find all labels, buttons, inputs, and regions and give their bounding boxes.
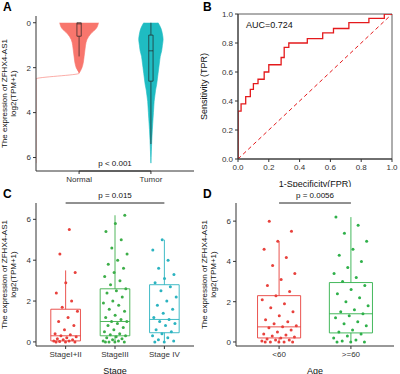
html-text:The expression of ZFHX4-AS1: The expression of ZFHX4-AS1 bbox=[200, 220, 209, 329]
html-text:log2(TPM+1): log2(TPM+1) bbox=[9, 70, 18, 117]
svg-text:Stage: Stage bbox=[103, 366, 127, 374]
svg-text:p < 0.001: p < 0.001 bbox=[98, 159, 132, 168]
svg-text:0.0: 0.0 bbox=[222, 155, 234, 164]
svg-text:6: 6 bbox=[27, 215, 32, 224]
html-text:B: B bbox=[203, 0, 212, 14]
svg-text:p = 0.0056: p = 0.0056 bbox=[296, 191, 335, 200]
svg-text:0.4: 0.4 bbox=[294, 163, 306, 172]
svg-text:2: 2 bbox=[227, 298, 232, 307]
html-text:log2(TPM+1): log2(TPM+1) bbox=[9, 251, 18, 298]
svg-text:1.0: 1.0 bbox=[222, 10, 234, 19]
svg-text:AUC=0.724: AUC=0.724 bbox=[246, 20, 293, 30]
svg-text:Tumor: Tumor bbox=[139, 175, 162, 184]
svg-text:<60: <60 bbox=[272, 350, 286, 359]
html-text:C: C bbox=[3, 187, 12, 201]
html-text:D: D bbox=[203, 187, 212, 201]
svg-text:0.8: 0.8 bbox=[222, 39, 234, 48]
svg-text:StageIII: StageIII bbox=[101, 350, 129, 359]
svg-text:Normal: Normal bbox=[66, 175, 92, 184]
svg-text:>=60: >=60 bbox=[342, 350, 361, 359]
svg-text:Age: Age bbox=[307, 366, 323, 374]
svg-text:p = 0.015: p = 0.015 bbox=[98, 191, 132, 200]
svg-text:1-Specificity(FPR): 1-Specificity(FPR) bbox=[279, 179, 352, 187]
html-text:log2(TPM+1): log2(TPM+1) bbox=[209, 251, 218, 298]
svg-text:6: 6 bbox=[227, 217, 232, 226]
svg-text:1.0: 1.0 bbox=[386, 163, 392, 172]
svg-text:2: 2 bbox=[27, 64, 32, 73]
svg-text:4: 4 bbox=[227, 257, 232, 266]
svg-text:0.2: 0.2 bbox=[222, 126, 234, 135]
svg-text:0.4: 0.4 bbox=[222, 97, 234, 106]
svg-text:4: 4 bbox=[27, 256, 32, 265]
svg-text:StageI+II: StageI+II bbox=[50, 350, 82, 359]
svg-text:0.8: 0.8 bbox=[356, 163, 368, 172]
svg-text:0.0: 0.0 bbox=[232, 163, 244, 172]
html-text:The expression of ZFHX4-AS1: The expression of ZFHX4-AS1 bbox=[0, 39, 9, 148]
svg-text:0: 0 bbox=[27, 338, 32, 347]
html-text:The expression of ZFHX4-AS1: The expression of ZFHX4-AS1 bbox=[0, 220, 9, 329]
svg-text:4: 4 bbox=[27, 108, 32, 117]
svg-text:2: 2 bbox=[27, 297, 32, 306]
svg-text:6: 6 bbox=[27, 153, 32, 162]
html-text:A: A bbox=[3, 0, 12, 14]
svg-text:Sensitivity (TPR): Sensitivity (TPR) bbox=[200, 53, 209, 120]
svg-text:0: 0 bbox=[27, 19, 32, 28]
svg-text:0.2: 0.2 bbox=[263, 163, 275, 172]
svg-text:0: 0 bbox=[227, 338, 232, 347]
svg-text:Stage IV: Stage IV bbox=[149, 350, 180, 359]
svg-text:0.6: 0.6 bbox=[325, 163, 337, 172]
svg-text:0.6: 0.6 bbox=[222, 68, 234, 77]
